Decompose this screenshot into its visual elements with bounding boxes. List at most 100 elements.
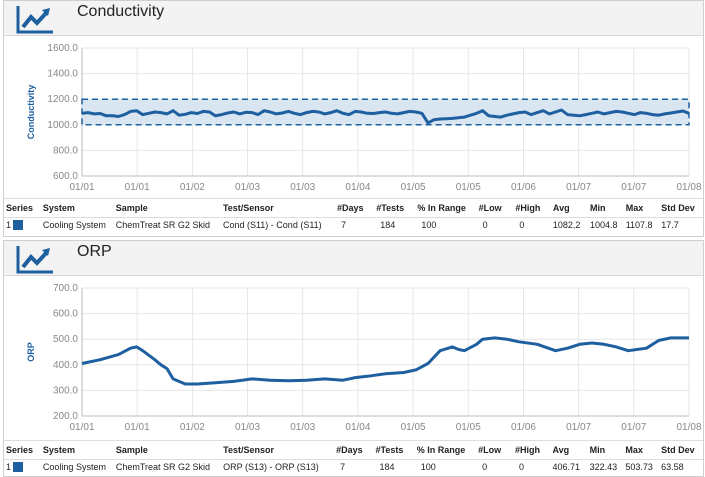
table-cell-test: ORP (S13) - ORP (S13) [223, 462, 319, 472]
table-cell-high: 0 [518, 462, 524, 472]
column-header[interactable]: Max [623, 198, 660, 218]
series-swatch [13, 220, 24, 231]
table-cell-tests: 184 [379, 462, 395, 472]
table-cell-min: 322.43 [589, 462, 618, 472]
table-cell-tests: 184 [380, 220, 396, 230]
table-cell-system: Cooling System [42, 220, 106, 230]
y-tick-label: 600.0 [53, 171, 78, 182]
orp-panel: ORP 700.0 600.0 500.0 400.0 300.0 200.0 01/01 0… [3, 240, 704, 477]
y-tick-label: 600.0 [53, 309, 78, 320]
table-header-row: Series System Sample Test/Sensor #Days #Tests… [4, 440, 703, 460]
column-header[interactable]: Std Dev [659, 198, 703, 218]
column-header[interactable]: #Days [334, 198, 375, 218]
series-line [81, 108, 690, 125]
panel-title: ORP [77, 243, 112, 260]
table-cell-max: 503.73 [625, 462, 653, 472]
table-cell-std: 63.58 [661, 462, 684, 472]
table-cell-sample: ChemTreat SR G2 Skid [115, 462, 211, 472]
trend-chart-icon [16, 6, 53, 34]
column-header[interactable]: #Low [476, 198, 514, 218]
column-header[interactable]: #Low [476, 440, 513, 460]
table-cell-days: 7 [340, 462, 346, 472]
y-tick-label: 200.0 [53, 411, 78, 422]
column-header[interactable]: System [40, 198, 114, 218]
y-axis-label: ORP [26, 342, 36, 362]
trend-chart-icon [16, 246, 53, 274]
column-header[interactable]: Max [623, 440, 660, 460]
table-cell-series: 1 [4, 460, 41, 475]
table-cell-in-range: 100 [420, 462, 436, 472]
panel-header: ORP [4, 241, 703, 276]
y-tick-label: 1400.0 [47, 69, 78, 80]
stats-table: Series System Sample Test/Sensor #Days #Tests… [4, 440, 703, 474]
column-header[interactable]: % In Range [414, 440, 477, 460]
column-header[interactable]: Min [587, 198, 624, 218]
table-header-row: Series System Sample Test/Sensor #Days #Tests… [4, 198, 703, 218]
table-cell-system: Cooling System [42, 462, 106, 472]
x-tick-label: 01/07 [621, 182, 646, 193]
table-cell-avg: 406.71 [552, 462, 581, 472]
y-tick-label: 400.0 [53, 360, 78, 371]
x-tick-label: 01/01 [69, 422, 94, 433]
table-cell-days: 7 [340, 220, 346, 230]
stats-table: Series System Sample Test/Sensor #Days #Tests… [4, 198, 703, 232]
column-header[interactable]: Std Dev [659, 440, 703, 460]
table-cell-low: 0 [482, 462, 488, 472]
x-tick-label: 01/01 [69, 182, 94, 193]
table-cell-low: 0 [482, 220, 488, 230]
column-header[interactable]: Avg [550, 198, 588, 218]
column-header[interactable]: Min [587, 440, 624, 460]
column-header[interactable]: % In Range [415, 198, 477, 218]
series-line [81, 336, 689, 386]
column-header[interactable]: Test/Sensor [221, 440, 335, 460]
column-header[interactable]: Series [4, 198, 41, 218]
x-tick-label: 01/02 [180, 182, 205, 193]
column-header[interactable]: #High [513, 198, 551, 218]
x-tick-label: 01/04 [345, 182, 370, 193]
panel-title: Conductivity [77, 3, 165, 20]
x-tick-label: 01/01 [125, 422, 150, 433]
y-tick-label: 1000.0 [47, 120, 78, 131]
column-header[interactable]: Sample [113, 198, 221, 218]
y-tick-label: 1600.0 [47, 43, 78, 54]
table-cell-max: 1107.8 [625, 220, 653, 230]
column-header[interactable]: #Tests [374, 198, 416, 218]
x-tick-label: 01/03 [290, 422, 315, 433]
column-header[interactable]: #Days [334, 440, 374, 460]
x-tick-label: 01/08 [676, 422, 701, 433]
x-tick-label: 01/06 [511, 182, 536, 193]
column-header[interactable]: #Tests [373, 440, 415, 460]
x-tick-label: 01/08 [676, 182, 701, 193]
panel-header: Conductivity [4, 1, 703, 36]
y-tick-label: 800.0 [53, 145, 78, 156]
x-tick-label: 01/07 [566, 182, 591, 193]
y-tick-label: 700.0 [53, 283, 78, 294]
x-tick-label: 01/02 [180, 422, 205, 433]
y-tick-label: 1200.0 [47, 94, 78, 105]
x-tick-label: 01/05 [401, 422, 426, 433]
table-row: 1 Cooling System ChemTreat SR G2 Skid Cond … [4, 218, 703, 233]
x-tick-label: 01/05 [456, 422, 481, 433]
column-header[interactable]: Test/Sensor [220, 198, 335, 218]
column-header[interactable]: System [40, 440, 114, 460]
column-header[interactable]: #High [512, 440, 551, 460]
column-header[interactable]: Sample [113, 440, 222, 460]
conductivity-chart: 1600.0 1400.0 1200.0 1000.0 800.0 600.001/01 0… [26, 43, 702, 193]
column-header[interactable]: Avg [550, 440, 588, 460]
x-tick-label: 01/04 [345, 422, 370, 433]
x-tick-label: 01/05 [456, 182, 481, 193]
table-cell-test: Cond (S11) - Cond (S11) [222, 220, 322, 230]
y-axis-label: Conductivity [26, 85, 36, 140]
table-cell-std: 17.7 [661, 220, 679, 230]
table-cell-avg: 1082.2 [552, 220, 581, 230]
column-header[interactable]: Series [4, 440, 41, 460]
x-tick-label: 01/07 [621, 422, 646, 433]
x-tick-label: 01/03 [235, 182, 260, 193]
y-tick-label: 500.0 [53, 334, 78, 345]
series-swatch [13, 462, 24, 473]
table-row: 1 Cooling System ChemTreat SR G2 Skid ORP (… [4, 460, 703, 475]
x-tick-label: 01/05 [401, 182, 426, 193]
table-cell-min: 1004.8 [589, 220, 618, 230]
x-tick-label: 01/03 [235, 422, 260, 433]
